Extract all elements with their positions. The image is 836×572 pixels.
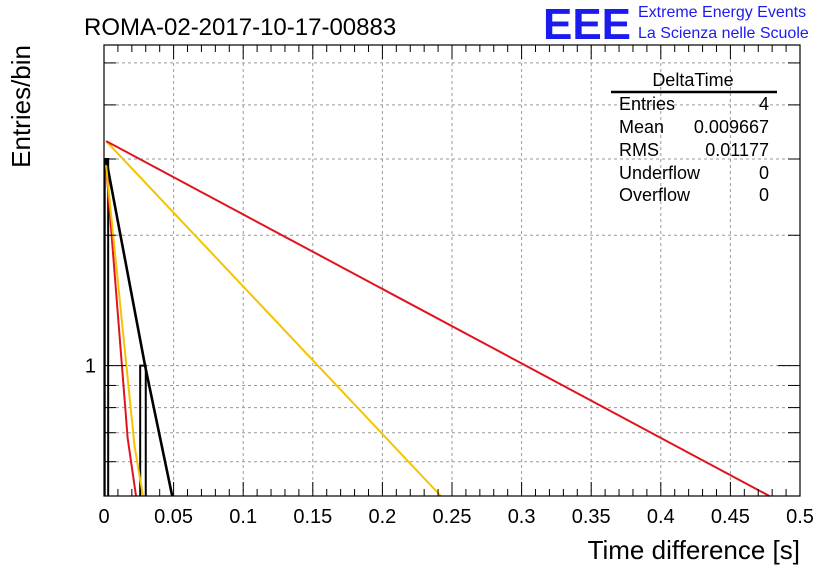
stats-value-underflow: 0	[759, 163, 769, 183]
fit-lines	[104, 140, 770, 497]
fit-line	[105, 140, 770, 497]
x-tick-label: 0.45	[711, 506, 750, 528]
logo-letters: EEE	[543, 0, 631, 49]
fit-line	[104, 158, 174, 497]
x-tick-label: 0.4	[647, 506, 675, 528]
stats-label-entries: Entries	[619, 94, 675, 114]
x-tick-label: 0.5	[786, 506, 814, 528]
x-tick-label: 0.1	[229, 506, 257, 528]
stats-value-overflow: 0	[759, 185, 769, 205]
stats-label-mean: Mean	[619, 117, 664, 137]
eee-logo: EEE Extreme Energy Events La Scienza nel…	[543, 0, 809, 49]
fit-line	[105, 140, 442, 497]
x-tick-label: 0	[98, 506, 109, 528]
x-axis-title: Time difference [s]	[588, 535, 800, 565]
grid	[104, 45, 800, 496]
y-axis-title: Entries/bin	[6, 45, 36, 168]
x-tick-label: 0.25	[433, 506, 472, 528]
plot-frame	[103, 44, 801, 497]
logo-line-1: Extreme Energy Events	[638, 4, 806, 21]
fit-line	[105, 165, 138, 497]
logo-line-2: La Scienza nelle Scuole	[638, 25, 809, 42]
y-tick-label: 1	[85, 356, 96, 378]
stats-value-rms: 0.01177	[705, 140, 769, 160]
histogram-bin	[139, 364, 147, 496]
stats-value-mean: 0.009667	[694, 117, 769, 137]
x-tick-label: 0.15	[293, 506, 332, 528]
stats-value-entries: 4	[759, 94, 769, 114]
x-tick-label: 0.3	[508, 506, 536, 528]
stats-box: DeltaTime Entries 4 Mean 0.009667 RMS 0.…	[611, 70, 777, 205]
x-tick-label: 0.2	[368, 506, 396, 528]
fit-line	[105, 165, 144, 497]
x-tick-label: 0.05	[154, 506, 193, 528]
stats-label-rms: RMS	[619, 140, 659, 160]
axes: 0 0.05 0.1 0.15 0.2 0.25 0.3 0.35 0.4 0.45 0.5 1	[85, 45, 814, 528]
stats-label-overflow: Overflow	[619, 185, 691, 205]
stats-label-underflow: Underflow	[619, 163, 701, 183]
run-title: ROMA-02-2017-10-17-00883	[84, 14, 396, 41]
x-tick-label: 0.35	[572, 506, 611, 528]
stats-title: DeltaTime	[652, 70, 733, 90]
